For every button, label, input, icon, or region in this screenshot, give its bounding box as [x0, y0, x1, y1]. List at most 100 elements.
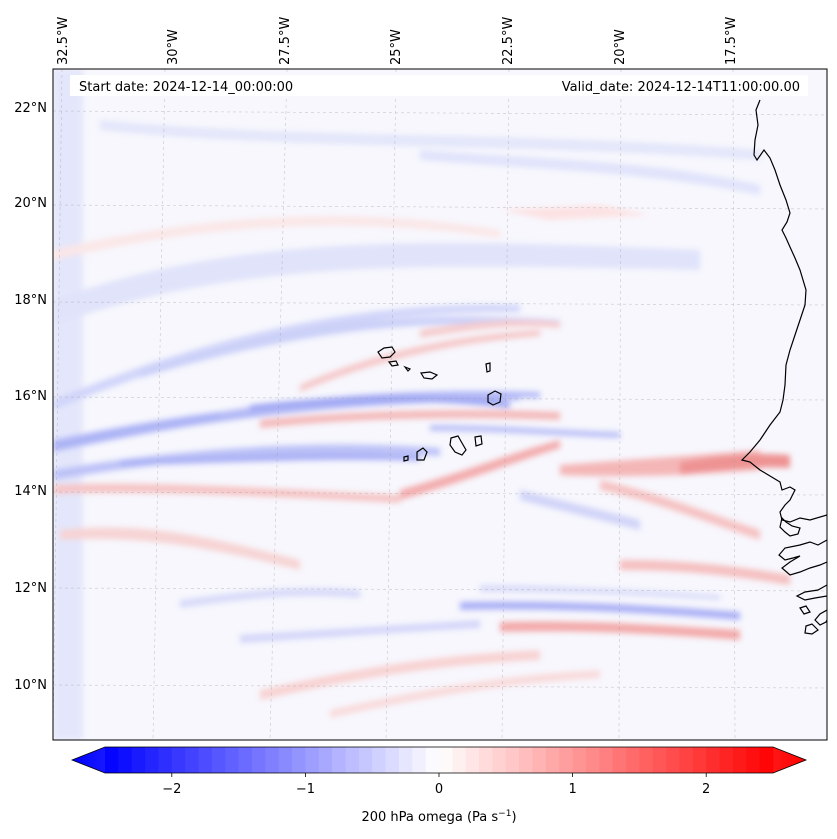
coast-guinea [814, 609, 827, 626]
field-band [260, 650, 540, 700]
colorbar-band [532, 747, 547, 773]
field-band [260, 410, 560, 428]
colorbar-tick-label: 2 [702, 782, 710, 797]
valid-date-label: Valid_date: 2024-12-14T11:00:00.00 [562, 80, 800, 95]
colorbar-band [692, 747, 707, 773]
lon-label: 20°W [613, 29, 628, 65]
colorbar-band [559, 747, 574, 773]
island-santiago [449, 435, 467, 456]
field-band [53, 216, 500, 260]
field-band [180, 588, 360, 608]
island-boa-vista [487, 390, 502, 406]
field-band [120, 452, 420, 466]
coast-gambia-river [779, 516, 801, 537]
colorbar-band [439, 747, 453, 773]
field-band [220, 390, 540, 418]
map-panel: Start date: 2024-12-14_00:00:00 Valid_da… [52, 68, 828, 741]
colorbar-band [652, 747, 667, 773]
meridian [53, 69, 63, 740]
colorbar-band [211, 747, 226, 773]
field-band [330, 670, 600, 718]
field-band [53, 242, 700, 325]
colorbar-band [171, 747, 186, 773]
meridian [385, 69, 397, 740]
colorbar-band [358, 747, 373, 773]
field-band [400, 440, 560, 500]
colorbar-ticks: −2 −1 0 1 2 [162, 773, 710, 797]
field-band [60, 527, 300, 570]
colorbar-band [585, 747, 600, 773]
lat-label: 10°N [14, 678, 47, 693]
colorbar-band [305, 747, 320, 773]
longitude-labels: 32.5°W 30°W 27.5°W 25°W 22.5°W 20°W 17.5… [56, 17, 739, 65]
colorbar-band [479, 747, 493, 773]
colorbar-bands [105, 747, 774, 773]
lon-label: 22.5°W [501, 17, 516, 65]
island-santo-antao [377, 346, 396, 359]
colorbar-band [251, 747, 266, 773]
colorbar-band [345, 747, 360, 773]
coast-bissagos [795, 584, 827, 601]
colorbar-band [412, 747, 427, 773]
colorbar-band [719, 747, 734, 773]
colorbar-band [759, 747, 774, 773]
field-band [480, 585, 720, 600]
african-coastline [740, 99, 827, 635]
colorbar-label: 200 hPa omega (Pa s−1) [361, 809, 516, 825]
lon-label: 17.5°W [724, 17, 739, 65]
colorbar-band [639, 747, 654, 773]
colorbar-band [118, 747, 133, 773]
meridian [501, 69, 510, 740]
lat-label: 18°N [14, 293, 47, 308]
field-band [420, 320, 560, 338]
colorbar-band [679, 747, 694, 773]
graticule [53, 69, 827, 740]
field-band [430, 425, 620, 438]
cabo-verde-islands [377, 346, 502, 462]
field-band [680, 453, 790, 475]
meridian [618, 69, 622, 740]
colorbar-band [612, 747, 627, 773]
omega-field [53, 69, 827, 740]
colorbar-band [666, 747, 680, 773]
colorbar-tick-label: −2 [162, 782, 181, 797]
field-band [420, 150, 760, 195]
colorbar-band [452, 747, 467, 773]
start-date-label: Start date: 2024-12-14_00:00:00 [79, 80, 293, 95]
colorbar-tick-label: 1 [568, 782, 576, 797]
meridian [152, 69, 166, 740]
colorbar-label-exponent: −1 [498, 809, 511, 819]
colorbar-band [425, 747, 440, 773]
colorbar-band [265, 747, 280, 773]
colorbar-band [105, 747, 119, 773]
lat-label: 14°N [14, 484, 47, 499]
colorbar: −2 −1 0 1 2 200 hPa omega (Pa s−1) [70, 746, 808, 825]
coast-islet [799, 605, 811, 615]
colorbar-band [318, 747, 333, 773]
colorbar-band [158, 747, 173, 773]
colorbar-tick-label: 0 [435, 782, 443, 797]
coast-mauritania-senegal [740, 99, 827, 523]
latitude-labels: 22°N 20°N 18°N 16°N 14°N 12°N 10°N [14, 101, 47, 693]
colorbar-band [278, 747, 293, 773]
colorbar-band [732, 747, 747, 773]
island-sao-vicente [387, 360, 399, 367]
lat-label: 22°N [14, 101, 47, 116]
colorbar-band [505, 747, 520, 773]
colorbar-band [372, 747, 387, 773]
field-band [500, 205, 650, 220]
lon-label: 27.5°W [278, 17, 293, 65]
colorbar-band [332, 747, 346, 773]
island-fogo [416, 447, 428, 461]
colorbar-band [519, 747, 534, 773]
colorbar-band [225, 747, 240, 773]
field-band [250, 395, 510, 411]
coast-gambia-guinea-bissau [778, 539, 827, 576]
lat-label: 12°N [14, 581, 47, 596]
field-band [53, 392, 520, 452]
colorbar-band [706, 747, 721, 773]
colorbar-band [626, 747, 640, 773]
colorbar-band [385, 747, 400, 773]
colorbar-outline [70, 746, 808, 774]
